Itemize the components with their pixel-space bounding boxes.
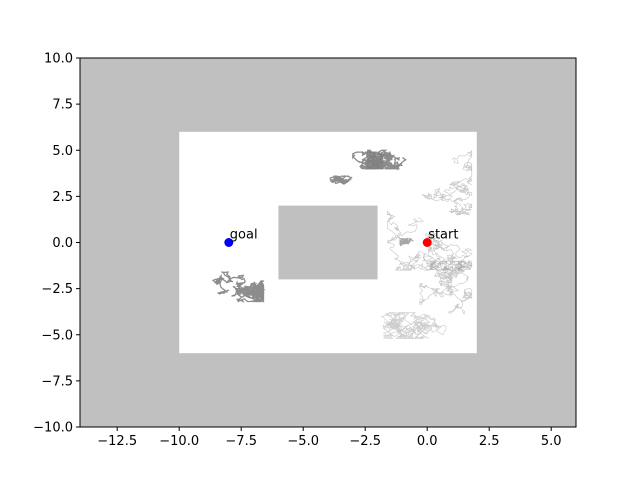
goal-label: goal — [230, 228, 258, 243]
trajectory-path — [352, 150, 385, 170]
y-tick-label: 0.0 — [52, 236, 73, 251]
x-tick-label: −12.5 — [97, 434, 137, 449]
trajectory-path — [329, 175, 353, 186]
y-tick-label: 7.5 — [52, 98, 73, 113]
y-axis: 10.0 7.5 5.0 2.5 0.0 −2.5 −5.0 −7.5 −10.0 — [33, 52, 80, 436]
trajectory-path — [419, 260, 473, 315]
goal-marker — [224, 238, 234, 247]
x-axis: −12.5 −10.0 −7.5 −5.0 −2.5 0.0 2.5 5.0 — [97, 427, 562, 449]
y-tick-label: −10.0 — [33, 421, 73, 436]
y-tick-label: 10.0 — [44, 52, 73, 67]
x-tick-label: −10.0 — [159, 434, 199, 449]
y-tick-label: −7.5 — [41, 374, 73, 389]
y-tick-label: −2.5 — [41, 282, 73, 297]
x-tick-label: −7.5 — [225, 434, 257, 449]
trajectory-cloud — [211, 149, 473, 340]
trajectory-path — [399, 236, 414, 247]
trajectory-path — [380, 311, 447, 340]
obstacle — [278, 205, 378, 280]
x-tick-label: 0.0 — [417, 434, 438, 449]
x-tick-label: −5.0 — [287, 434, 319, 449]
start-marker — [422, 238, 432, 247]
y-tick-label: 2.5 — [52, 190, 73, 205]
trajectory-path — [211, 271, 266, 303]
y-tick-label: 5.0 — [52, 144, 73, 159]
points: start goal — [224, 228, 458, 247]
x-tick-label: −2.5 — [349, 434, 381, 449]
plot-area: start goal — [79, 57, 577, 428]
trajectory-path — [421, 150, 473, 216]
trajectory-path — [386, 210, 473, 271]
x-tick-label: 5.0 — [541, 434, 562, 449]
start-label: start — [428, 228, 458, 243]
y-tick-label: −5.0 — [41, 328, 73, 343]
x-tick-label: 2.5 — [479, 434, 500, 449]
